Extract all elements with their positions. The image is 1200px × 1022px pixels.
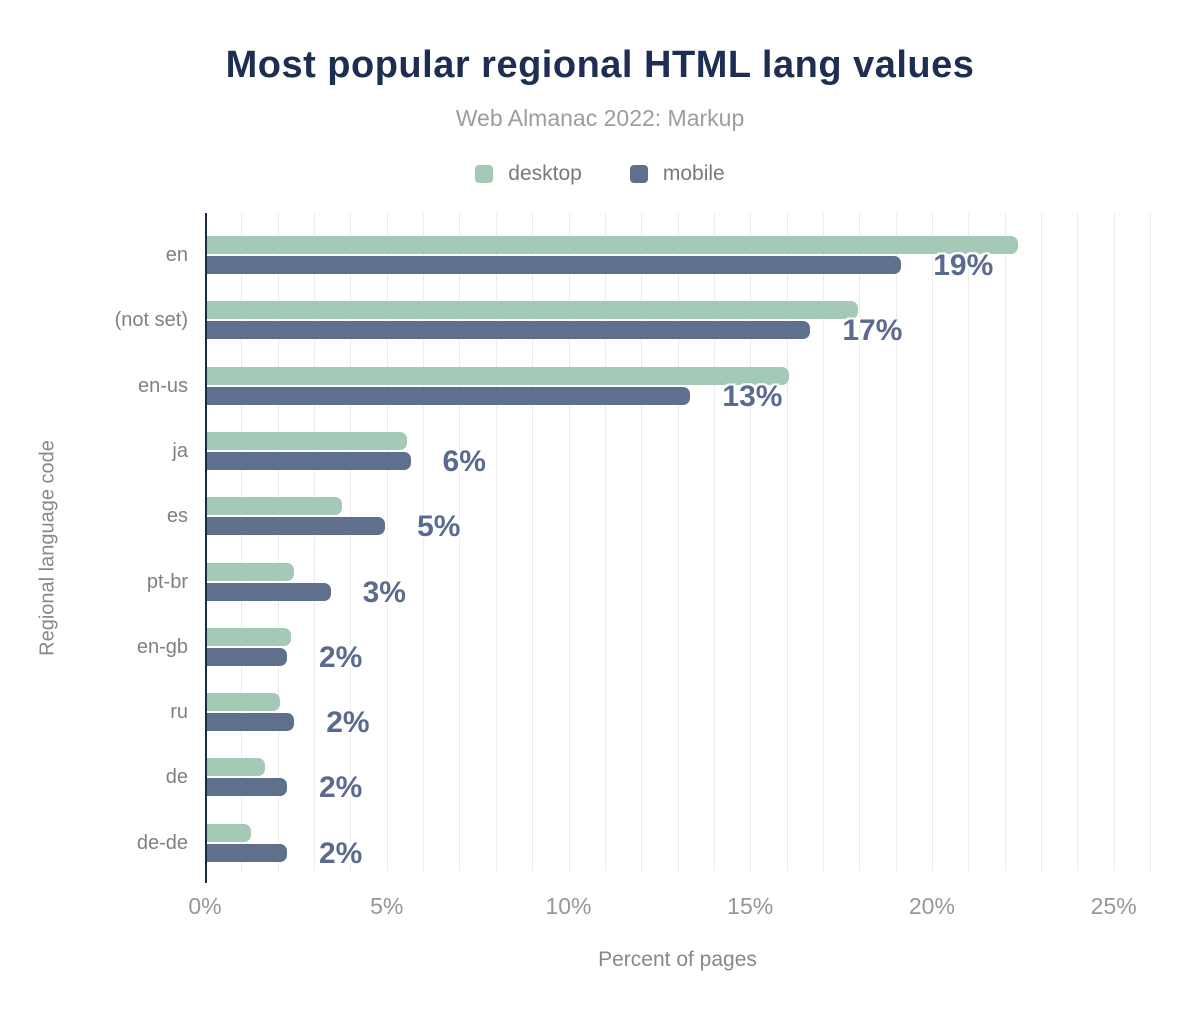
legend: desktop mobile xyxy=(0,162,1200,186)
gridline xyxy=(495,213,497,871)
gridline xyxy=(822,213,824,871)
desktop-bar xyxy=(207,562,295,581)
gridline xyxy=(568,213,570,871)
category-label: (not set) xyxy=(114,309,188,332)
x-axis-tick-label: 0% xyxy=(188,893,222,919)
bar-value-label: 3% xyxy=(362,575,406,609)
gridline xyxy=(350,213,352,871)
desktop-bar xyxy=(207,301,858,320)
gridline xyxy=(1150,213,1151,871)
category-label: ja xyxy=(172,439,188,462)
gridline xyxy=(641,213,643,871)
mobile-bar xyxy=(207,451,411,470)
gridline xyxy=(1004,213,1006,871)
legend-label-mobile: mobile xyxy=(662,162,725,185)
gridline xyxy=(241,213,243,871)
mobile-bar xyxy=(207,713,295,732)
desktop-bar xyxy=(207,236,1018,254)
legend-label-desktop: desktop xyxy=(508,162,582,185)
category-label: de-de xyxy=(136,831,188,854)
gridline xyxy=(423,213,425,871)
gridline xyxy=(1113,213,1115,871)
bar-value-label: 19% xyxy=(933,249,994,282)
bar-value-label: 6% xyxy=(442,444,486,478)
x-axis-tick-label: 20% xyxy=(908,893,955,919)
category-label: en-gb xyxy=(136,635,188,658)
mobile-swatch-icon xyxy=(629,165,648,183)
gridline xyxy=(895,213,897,871)
gridline xyxy=(314,213,315,871)
bar-value-label: 2% xyxy=(318,836,363,870)
desktop-swatch-icon xyxy=(475,165,494,183)
legend-item-desktop: desktop xyxy=(475,162,582,186)
desktop-bar xyxy=(207,823,251,842)
mobile-bar xyxy=(207,778,287,797)
mobile-bar xyxy=(207,582,331,601)
desktop-bar xyxy=(207,497,342,516)
x-axis-tick-label: 25% xyxy=(1090,893,1137,919)
mobile-bar xyxy=(207,517,386,536)
x-axis-tick-label: 10% xyxy=(545,893,592,919)
category-label: en xyxy=(165,244,188,266)
gridline xyxy=(1041,213,1042,871)
bar-value-label: 2% xyxy=(318,640,363,674)
category-label: es xyxy=(166,505,188,528)
gridline xyxy=(677,213,679,871)
desktop-bar xyxy=(207,693,280,712)
gridline xyxy=(277,213,279,871)
mobile-bar xyxy=(207,386,691,405)
chart-subtitle: Web Almanac 2022: Markup xyxy=(455,105,745,131)
gridline xyxy=(386,213,388,871)
bar-value-label: 2% xyxy=(318,771,363,805)
bar-value-label: 13% xyxy=(722,379,783,413)
category-label: de xyxy=(165,766,188,789)
gridline xyxy=(750,213,752,871)
desktop-bar xyxy=(207,431,407,450)
chart-title: Most popular regional HTML lang values xyxy=(225,44,975,86)
y-axis-line xyxy=(205,213,207,883)
desktop-bar xyxy=(207,758,266,777)
bar-value-label: 17% xyxy=(842,314,903,348)
x-axis-tick-label: 15% xyxy=(727,893,774,919)
gridline xyxy=(786,213,788,871)
mobile-bar xyxy=(207,256,902,274)
desktop-bar xyxy=(207,366,789,385)
gridline xyxy=(968,213,970,871)
x-axis-tick-label: 5% xyxy=(370,893,404,919)
desktop-bar xyxy=(207,627,291,646)
gridline xyxy=(713,213,715,871)
mobile-bar xyxy=(207,321,811,340)
gridline xyxy=(532,213,534,871)
x-axis-title: Percent of pages xyxy=(598,948,757,971)
gridline xyxy=(931,213,933,871)
category-label: ru xyxy=(170,701,188,724)
y-axis-title: Regional language code xyxy=(36,440,59,656)
bar-value-label: 5% xyxy=(417,510,461,544)
legend-item-mobile: mobile xyxy=(629,162,725,186)
gridline xyxy=(859,213,861,871)
bar-value-label: 2% xyxy=(326,706,370,740)
category-label: pt-br xyxy=(146,570,188,593)
category-label: en-us xyxy=(137,374,188,397)
gridline xyxy=(604,213,606,871)
gridline xyxy=(459,213,461,871)
mobile-bar xyxy=(207,647,287,666)
mobile-bar xyxy=(207,843,287,862)
gridline xyxy=(1077,213,1079,871)
plot-area: en 19% (not set) 17% en-us 13% ja 6% es 5% pt-br 3%… xyxy=(115,213,1151,919)
